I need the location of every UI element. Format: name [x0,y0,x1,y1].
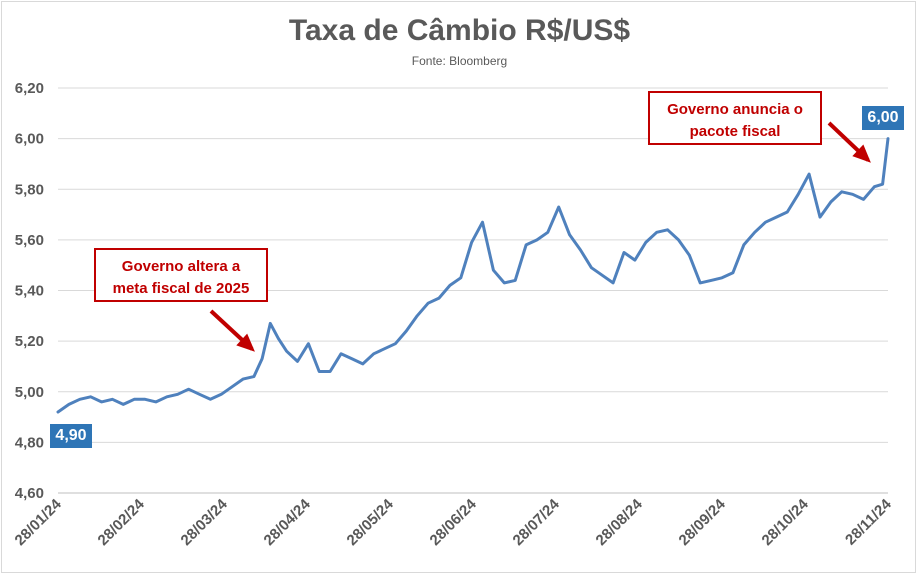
y-tick-label: 5,80 [15,181,44,198]
annotation-arrows [209,121,871,352]
x-tick: 28/05/24 [344,495,398,549]
x-tick-label: 28/10/24 [759,495,813,549]
annotation-line: meta fiscal de 2025 [112,280,250,297]
x-tick: 28/07/24 [510,495,564,549]
x-tick-label: 28/09/24 [676,495,730,549]
chart-subtitle: Fonte: Bloomberg [411,54,508,68]
x-tick-label: 28/08/24 [593,495,647,549]
x-tick-label: 28/04/24 [261,495,315,549]
annotation-meta-fiscal: Governo altera a meta fiscal de 2025 [94,248,268,302]
y-tick-label: 4,60 [15,485,44,502]
y-tick-label: 4,80 [15,434,44,451]
value-label-start: 4,90 [50,424,92,448]
y-tick-label: 5,00 [15,384,44,401]
value-label-end: 6,00 [862,106,904,130]
series-layer [56,137,890,414]
arrow-pacote-fiscal [827,121,871,163]
annotation-line: pacote fiscal [689,123,781,140]
x-tick: 28/02/24 [95,495,149,549]
y-tick-label: 5,40 [15,283,44,300]
x-tick-label: 28/05/24 [344,495,398,549]
x-tick-label: 28/02/24 [95,495,149,549]
x-tick-label: 28/06/24 [427,495,481,549]
x-axis: 28/01/24 28/02/24 28/03/24 28/04/24 28/05/24… [12,495,896,549]
y-tick-label: 5,20 [15,333,44,350]
annotation-pacote-fiscal: Governo anuncia o pacote fiscal [648,91,822,145]
x-tick: 28/09/24 [676,495,730,549]
x-tick: 28/08/24 [593,495,647,549]
x-tick-label: 28/03/24 [178,495,232,549]
x-tick-label: 28/01/24 [12,495,66,549]
y-axis: 4,60 4,80 5,00 5,20 5,40 5,60 5,80 6,00 6,20 [15,80,44,502]
annotation-line: Governo anuncia o [667,101,803,118]
y-tick-label: 5,60 [15,232,44,249]
x-tick: 28/10/24 [759,495,813,549]
x-tick: 28/04/24 [261,495,315,549]
x-tick: 28/03/24 [178,495,232,549]
y-tick-label: 6,20 [15,80,44,97]
x-tick-label: 28/11/24 [842,495,895,548]
annotation-line: Governo altera a [121,258,241,275]
x-tick: 28/11/24 [842,495,895,548]
x-tick: 28/01/24 [12,495,66,549]
y-tick-label: 6,00 [15,131,44,148]
series-line [56,137,890,414]
x-tick: 28/06/24 [427,495,481,549]
x-tick-label: 28/07/24 [510,495,564,549]
chart-title: Taxa de Câmbio R$/US$ [288,14,631,47]
arrow-meta-fiscal [209,309,255,352]
